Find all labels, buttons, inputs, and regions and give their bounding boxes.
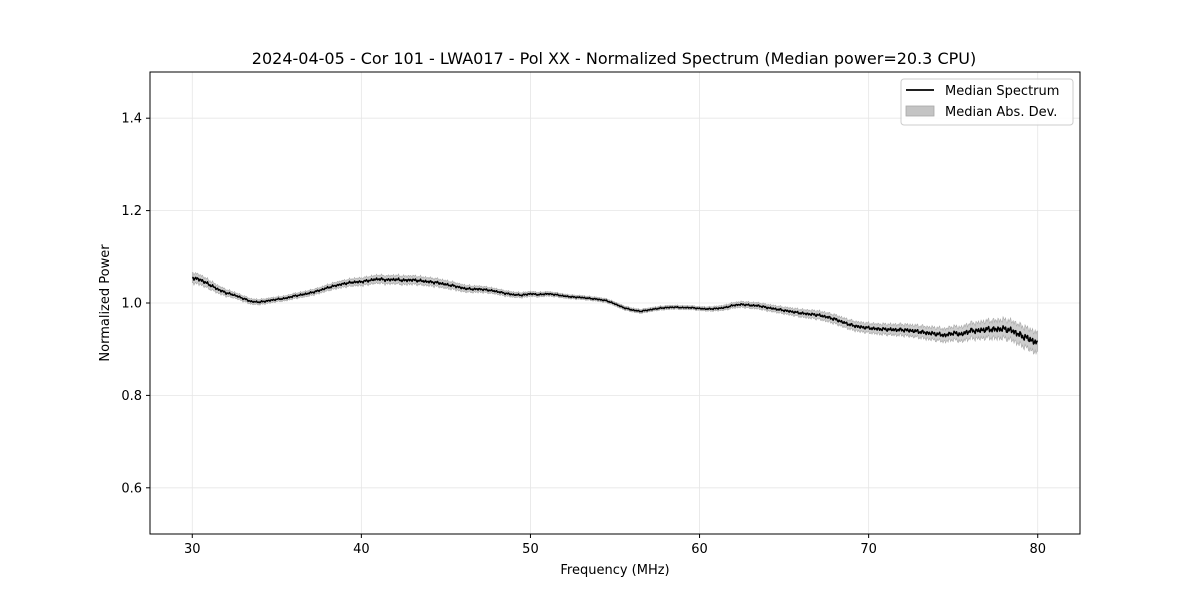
x-axis-label: Frequency (MHz) (560, 563, 669, 578)
y-tick-label: 0.6 (121, 481, 142, 496)
mad-band (191, 271, 1039, 355)
y-tick-label: 1.2 (121, 204, 142, 219)
x-tick-label: 50 (522, 542, 539, 557)
median-line-layer (192, 276, 1038, 345)
y-tick-label: 1.0 (121, 297, 142, 312)
legend-label-median-spectrum: Median Spectrum (945, 84, 1059, 99)
legend-band-swatch (905, 105, 935, 117)
x-tick-label: 80 (1029, 542, 1046, 557)
legend-label-median-abs-dev: Median Abs. Dev. (945, 105, 1057, 120)
legend-box (900, 78, 1074, 126)
legend: Median Spectrum Median Abs. Dev. (900, 78, 1074, 126)
y-axis-label: Normalized Power (98, 244, 113, 362)
x-tick-label: 40 (353, 542, 370, 557)
y-tick-label: 1.4 (121, 112, 142, 127)
mad-band-layer (191, 271, 1039, 355)
median-spectrum-line (192, 276, 1038, 345)
x-tick-label: 60 (691, 542, 708, 557)
chart-title: 2024-04-05 - Cor 101 - LWA017 - Pol XX -… (252, 49, 976, 68)
x-axis-ticks: 30 40 50 60 70 80 (184, 534, 1046, 557)
y-axis-ticks: 0.6 0.8 1.0 1.2 1.4 (121, 112, 150, 496)
x-tick-label: 70 (860, 542, 877, 557)
y-tick-label: 0.8 (121, 389, 142, 404)
x-tick-label: 30 (184, 542, 201, 557)
